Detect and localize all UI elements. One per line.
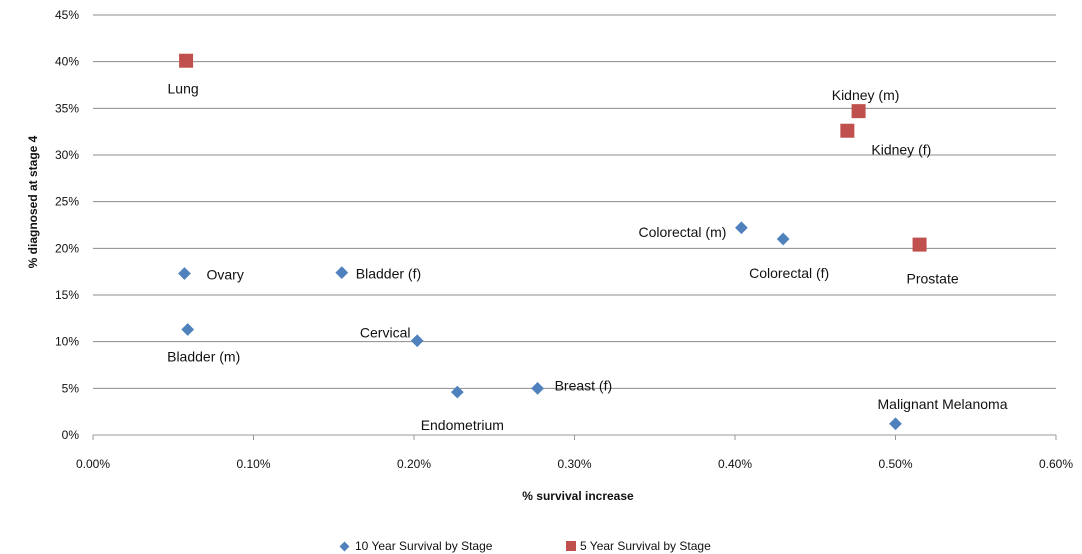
y-tick-label: 15% xyxy=(55,288,79,302)
y-tick-label: 20% xyxy=(55,241,79,255)
y-axis-title: % diagnosed at stage 4 xyxy=(26,135,40,268)
point-marker-diamond xyxy=(450,385,464,399)
y-tick-label: 30% xyxy=(55,148,79,162)
point-label: Breast (f) xyxy=(555,377,613,393)
y-tick-label: 40% xyxy=(55,55,79,69)
x-tick-label: 0.20% xyxy=(397,457,431,471)
point-marker-diamond xyxy=(335,266,349,279)
y-tick-label: 35% xyxy=(55,101,79,115)
x-tick-label: 0.60% xyxy=(1039,457,1073,471)
x-tick-label: 0.50% xyxy=(878,457,912,471)
point-label: Bladder (m) xyxy=(167,349,240,365)
y-tick-label: 25% xyxy=(55,195,79,209)
legend-item-5yr: 5 Year Survival by Stage xyxy=(566,539,711,553)
point-marker-diamond xyxy=(776,232,790,246)
point-label: Colorectal (m) xyxy=(639,224,727,240)
y-tick-label: 0% xyxy=(62,428,80,442)
legend-marker-5yr xyxy=(566,541,576,551)
point-labels: Ovary Bladder (m) Bladder (f) Cervical Endom… xyxy=(167,81,1008,433)
x-tick-label: 0.10% xyxy=(236,457,270,471)
point-marker-diamond xyxy=(178,267,191,280)
point-label: Malignant Melanoma xyxy=(878,396,1008,412)
x-tick-label: 0.00% xyxy=(76,457,110,471)
point-label: Kidney (f) xyxy=(871,142,931,158)
y-tick-label: 5% xyxy=(62,381,80,395)
point-marker-square xyxy=(179,53,194,68)
point-marker-square xyxy=(840,123,855,138)
point-label: Prostate xyxy=(907,271,959,287)
legend-label-5yr: 5 Year Survival by Stage xyxy=(580,539,711,553)
legend-item-10yr: 10 Year Survival by Stage xyxy=(339,539,493,553)
legend-label-10yr: 10 Year Survival by Stage xyxy=(355,539,493,553)
x-axis-title: % survival increase xyxy=(522,489,634,503)
gridlines xyxy=(93,14,1056,389)
point-marker-diamond xyxy=(410,334,424,348)
x-axis-ticks: 0.00% 0.10% 0.20% 0.30% 0.40% 0.50% 0.60% xyxy=(76,435,1073,471)
point-label: Endometrium xyxy=(421,417,504,433)
x-tick-label: 0.40% xyxy=(718,457,752,471)
legend-marker-10yr xyxy=(339,541,350,552)
y-tick-label: 45% xyxy=(55,8,79,22)
point-marker-square xyxy=(912,237,927,252)
y-axis-ticks: 0% 5% 10% 15% 20% 25% 30% 35% 40% 45% xyxy=(55,8,79,442)
point-marker-diamond xyxy=(531,381,544,395)
point-marker-diamond xyxy=(889,417,902,431)
legend: 10 Year Survival by Stage 5 Year Surviva… xyxy=(339,539,711,553)
data-points xyxy=(178,53,927,431)
point-label: Lung xyxy=(168,81,199,97)
point-label: Ovary xyxy=(206,267,243,283)
point-label: Cervical xyxy=(360,325,411,341)
point-label: Kidney (m) xyxy=(832,87,900,103)
point-marker-diamond xyxy=(181,323,195,336)
point-label: Bladder (f) xyxy=(356,266,421,282)
point-marker-square xyxy=(851,104,866,119)
y-tick-label: 10% xyxy=(55,335,79,349)
point-label: Colorectal (f) xyxy=(749,265,829,281)
point-marker-diamond xyxy=(735,221,748,235)
x-tick-label: 0.30% xyxy=(557,457,591,471)
